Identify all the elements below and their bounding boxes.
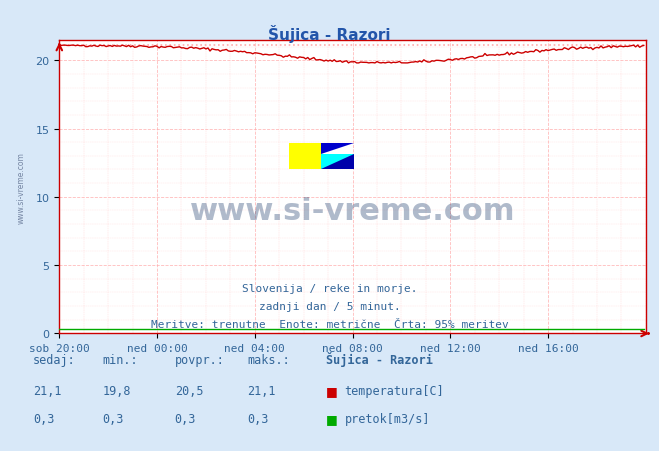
Text: temperatura[C]: temperatura[C] xyxy=(345,385,444,398)
Text: Šujica - Razori: Šujica - Razori xyxy=(268,25,391,43)
Text: 0,3: 0,3 xyxy=(33,412,54,425)
Polygon shape xyxy=(322,143,354,155)
Text: ■: ■ xyxy=(326,385,338,398)
Text: zadnji dan / 5 minut.: zadnji dan / 5 minut. xyxy=(258,301,401,311)
Text: pretok[m3/s]: pretok[m3/s] xyxy=(345,412,430,425)
Text: 0,3: 0,3 xyxy=(102,412,123,425)
Text: 0,3: 0,3 xyxy=(175,412,196,425)
Text: sedaj:: sedaj: xyxy=(33,353,76,366)
Text: 19,8: 19,8 xyxy=(102,385,130,398)
Text: 20,5: 20,5 xyxy=(175,385,203,398)
Text: 21,1: 21,1 xyxy=(247,385,275,398)
Text: maks.:: maks.: xyxy=(247,353,290,366)
Polygon shape xyxy=(322,155,354,170)
Text: Meritve: trenutne  Enote: metrične  Črta: 95% meritev: Meritve: trenutne Enote: metrične Črta: … xyxy=(151,319,508,329)
Bar xyxy=(289,143,322,170)
Text: ■: ■ xyxy=(326,412,338,425)
Text: 0,3: 0,3 xyxy=(247,412,268,425)
Bar xyxy=(322,155,354,170)
Text: www.si-vreme.com: www.si-vreme.com xyxy=(190,196,515,225)
Text: povpr.:: povpr.: xyxy=(175,353,225,366)
Text: www.si-vreme.com: www.si-vreme.com xyxy=(16,151,26,223)
Text: 21,1: 21,1 xyxy=(33,385,61,398)
Text: Slovenija / reke in morje.: Slovenija / reke in morje. xyxy=(242,283,417,293)
Text: min.:: min.: xyxy=(102,353,138,366)
Text: Šujica - Razori: Šujica - Razori xyxy=(326,351,433,366)
